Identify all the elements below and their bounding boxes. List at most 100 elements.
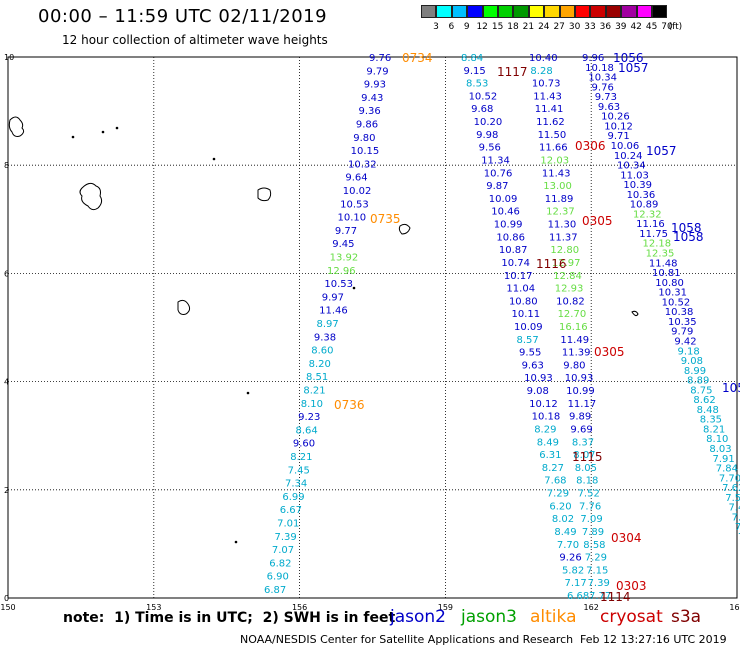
swh-value: 10.06 <box>611 141 640 152</box>
swh-value: 9.79 <box>366 66 388 77</box>
swh-value: 10.12 <box>604 121 633 132</box>
swh-value: 10.73 <box>532 79 561 90</box>
swh-value: 10.38 <box>665 307 694 318</box>
islet <box>101 130 105 134</box>
swh-value: 8.49 <box>554 527 576 538</box>
swh-value: 10.40 <box>529 53 558 64</box>
swh-value: 11.43 <box>533 91 562 102</box>
swh-value: 7.45 <box>288 465 310 476</box>
swh-value: 9.08 <box>527 386 549 397</box>
swh-value: 10.18 <box>532 412 561 423</box>
pass-time-label: 0305 <box>582 214 613 228</box>
swh-value: 8.02 <box>552 514 574 525</box>
legend-sat-altika: altika <box>530 607 577 627</box>
swh-value: 11.89 <box>545 194 574 205</box>
pass-time-label: 1058 <box>671 221 702 235</box>
swh-value: 12.93 <box>555 284 584 295</box>
swh-value: 10.24 <box>614 151 643 162</box>
swh-value: 9.79 <box>671 327 693 338</box>
swh-value: 10.76 <box>484 168 513 179</box>
swh-value: 11.50 <box>538 130 567 141</box>
swh-value: 9.64 <box>345 173 367 184</box>
legend-sat-jason3: jason3 <box>461 607 517 627</box>
swh-value: 9.23 <box>298 412 320 423</box>
swh-value: 12.32 <box>633 209 662 220</box>
swh-value: 10.86 <box>496 232 525 243</box>
swh-value: 10.32 <box>348 159 377 170</box>
legend-label: 39 <box>615 22 627 32</box>
swh-value: 12.97 <box>552 258 581 269</box>
swh-value: 7.77 <box>589 591 611 602</box>
swh-value: 10.93 <box>565 373 594 384</box>
map-border <box>7 56 738 599</box>
swh-value: 8.07 <box>573 450 595 461</box>
swh-value: 6.87 <box>264 585 286 596</box>
x-tick-label: 150 <box>0 603 15 612</box>
legend-swatch <box>482 5 498 18</box>
swh-value: 9.26 <box>559 553 581 564</box>
islet <box>115 126 119 130</box>
swh-value: 8.21 <box>703 424 725 435</box>
legend-label: 33 <box>584 22 596 32</box>
swh-value: 8.51 <box>306 372 328 383</box>
legend-label: 24 <box>538 22 550 32</box>
swh-value: 7.62 <box>722 483 740 494</box>
swh-value: 9.15 <box>464 66 486 77</box>
swh-value: 7.44 <box>728 503 740 514</box>
swh-value: 7.91 <box>713 454 735 465</box>
swh-value: 12.18 <box>642 239 671 250</box>
pass-time-label: 0735 <box>370 212 401 226</box>
swh-value: 10.10 <box>338 213 367 224</box>
swh-value: 7.17 <box>564 578 586 589</box>
swh-value: 8.48 <box>697 405 719 416</box>
swh-value: 8.05 <box>575 463 597 474</box>
islet <box>352 286 356 290</box>
swh-value: 10.26 <box>601 112 630 123</box>
legend-label: 21 <box>522 22 535 32</box>
island-outline <box>79 182 103 211</box>
island-outlines <box>8 116 639 544</box>
swh-value: 10.17 <box>504 271 533 282</box>
legend-swatch <box>421 5 437 18</box>
legend-label: 30 <box>568 22 581 32</box>
swh-value: 5.82 <box>562 565 584 576</box>
swh-value: 7.15 <box>586 565 608 576</box>
swh-value: 7.07 <box>272 545 294 556</box>
swh-value: 8.35 <box>700 415 722 426</box>
legend-swatch <box>498 5 514 18</box>
swh-value: 11.49 <box>560 335 589 346</box>
swh-value: 10.34 <box>588 73 617 84</box>
swh-value: 10.53 <box>324 279 353 290</box>
swh-value: 10.80 <box>655 278 684 289</box>
islet <box>212 157 216 161</box>
island-outline <box>257 187 272 202</box>
swh-value: 10.20 <box>474 117 503 128</box>
swh-value: 8.49 <box>537 437 559 448</box>
swh-value: 12.37 <box>546 207 575 218</box>
satellite-tracks: 9.76 9.79 9.93 9.43 9.36 9.86 9.80 10.15 10.32 9.… <box>264 53 740 602</box>
swh-value: 13.92 <box>330 253 359 264</box>
swh-value: 11.41 <box>535 104 564 115</box>
swh-value: 10.35 <box>668 317 697 328</box>
swh-value: 7.29 <box>547 489 569 500</box>
swh-value: 6.31 <box>539 450 561 461</box>
swh-value: 12.84 <box>553 271 582 282</box>
swh-value: 8.75 <box>690 385 712 396</box>
legend-swatch <box>451 5 468 18</box>
pass-time-label: 1117 <box>497 65 528 79</box>
pass-time-label: 0306 <box>575 139 606 153</box>
pass-time-label: 0305 <box>594 345 625 359</box>
swh-value: 6.99 <box>282 492 304 503</box>
swh-value: 10.99 <box>494 220 523 231</box>
swh-value: 7.70 <box>557 540 579 551</box>
swh-value: 10.74 <box>501 258 530 269</box>
island-outline <box>631 310 639 317</box>
map-frame <box>7 56 738 599</box>
pass-time-label: 1057 <box>618 61 649 75</box>
swh-value: 9.73 <box>595 92 617 103</box>
pass-time-label: 1114 <box>600 590 631 604</box>
swh-value: 9.98 <box>476 130 498 141</box>
swh-value: 10.53 <box>340 199 369 210</box>
swh-value: 10.39 <box>623 180 652 191</box>
swh-value: 8.99 <box>684 366 706 377</box>
